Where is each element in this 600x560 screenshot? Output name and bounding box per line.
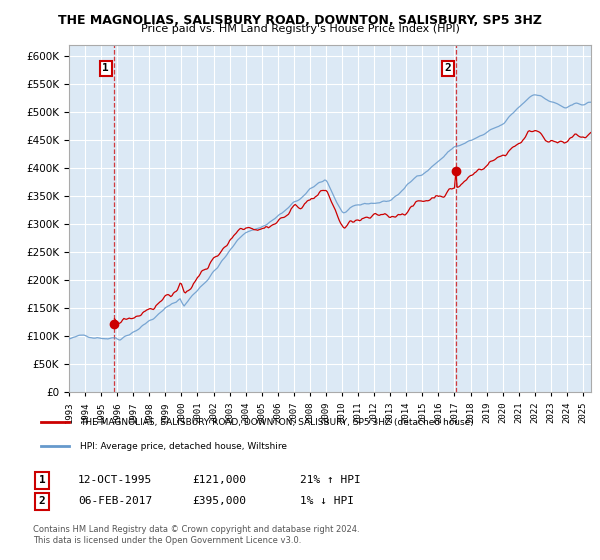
Text: Price paid vs. HM Land Registry's House Price Index (HPI): Price paid vs. HM Land Registry's House … [140, 24, 460, 34]
Text: 1% ↓ HPI: 1% ↓ HPI [300, 496, 354, 506]
Text: 2: 2 [445, 63, 451, 73]
Text: THE MAGNOLIAS, SALISBURY ROAD, DOWNTON, SALISBURY, SP5 3HZ (detached house): THE MAGNOLIAS, SALISBURY ROAD, DOWNTON, … [80, 418, 473, 427]
Text: 06-FEB-2017: 06-FEB-2017 [78, 496, 152, 506]
Text: 12-OCT-1995: 12-OCT-1995 [78, 475, 152, 486]
Text: 21% ↑ HPI: 21% ↑ HPI [300, 475, 361, 486]
Text: HPI: Average price, detached house, Wiltshire: HPI: Average price, detached house, Wilt… [80, 441, 287, 451]
Text: £121,000: £121,000 [192, 475, 246, 486]
Text: THE MAGNOLIAS, SALISBURY ROAD, DOWNTON, SALISBURY, SP5 3HZ: THE MAGNOLIAS, SALISBURY ROAD, DOWNTON, … [58, 14, 542, 27]
Text: 2: 2 [38, 496, 46, 506]
Text: £395,000: £395,000 [192, 496, 246, 506]
Text: 1: 1 [103, 63, 109, 73]
Text: 1: 1 [38, 475, 46, 486]
Text: Contains HM Land Registry data © Crown copyright and database right 2024.
This d: Contains HM Land Registry data © Crown c… [33, 525, 359, 545]
